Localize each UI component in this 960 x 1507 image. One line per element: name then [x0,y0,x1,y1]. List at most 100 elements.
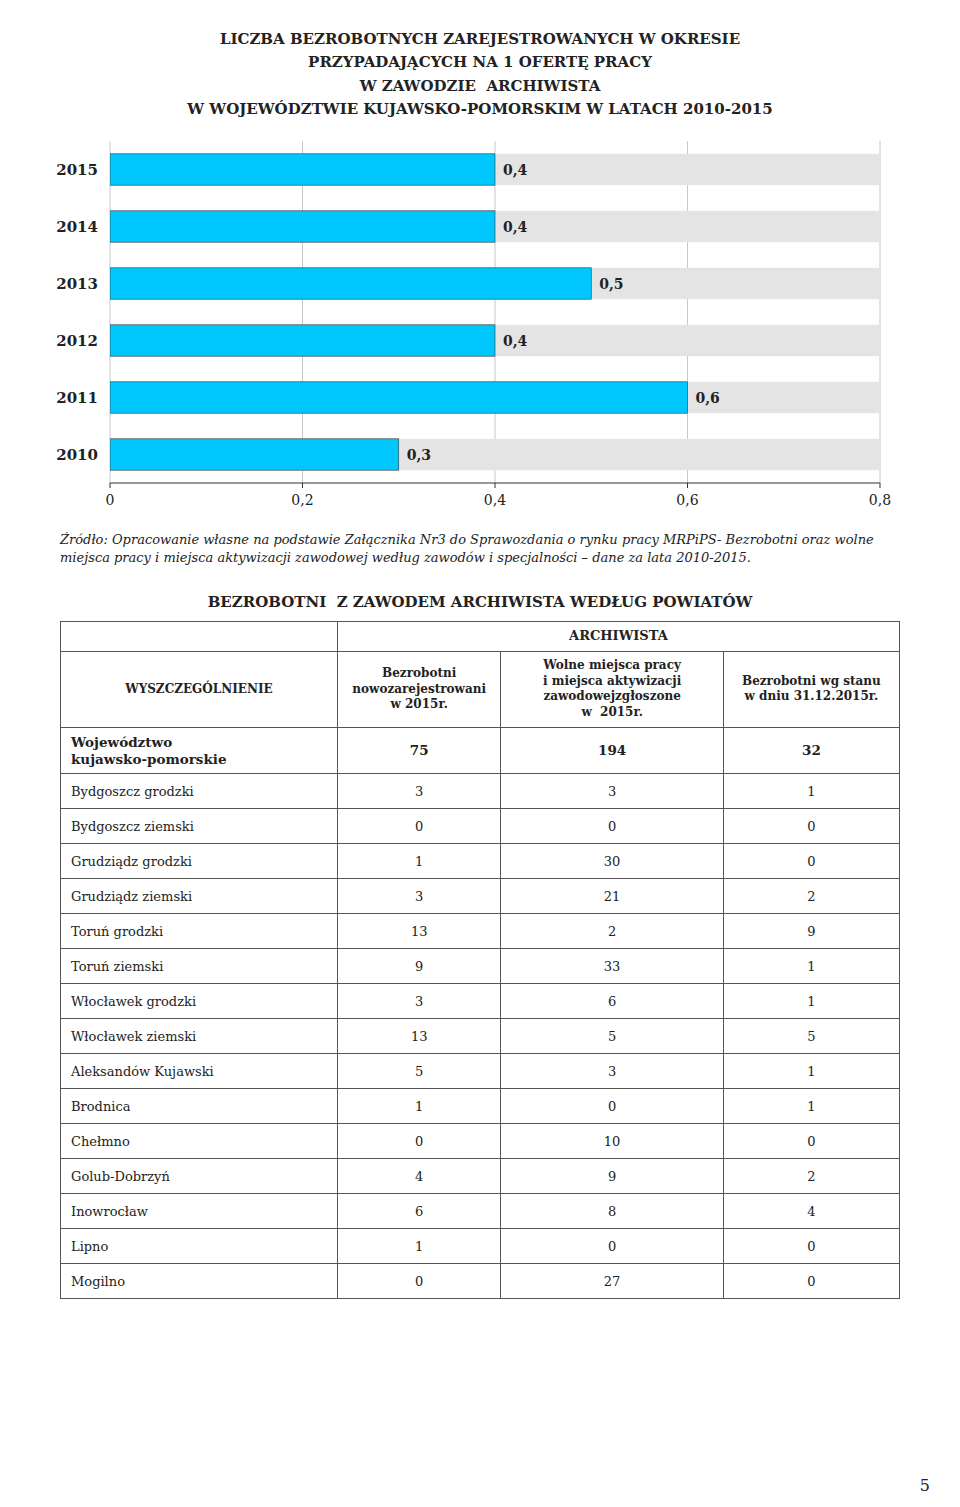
data-labels: 0,4 0,4 0,5 0,4 0,6 0,3 [407,162,720,463]
table-cell: 2 [501,914,723,949]
table-cell: 5 [501,1019,723,1054]
bar-track [110,211,880,242]
table-cell: 3 [337,879,501,914]
table-cell: 4 [337,1159,501,1194]
table-cell: 0 [337,1264,501,1299]
table-cell: 194 [501,727,723,774]
x-tick-label: 0,8 [869,492,891,508]
grid-line [687,141,688,483]
table-cell: 0 [723,1229,899,1264]
table-column-header: WYSZCZEGÓLNIENIE [61,652,338,727]
table-column-header: Bezrobotni nowozarejestrowani w 2015r. [337,652,501,727]
table-cell: Lipno [61,1229,338,1264]
table-row: Włocławek grodzki361 [61,984,900,1019]
bar-track [110,154,880,185]
table-title: BEZROBOTNI Z ZAWODEM ARCHIWISTA WEDŁUG P… [60,593,900,611]
table-cell: 0 [723,1264,899,1299]
table-cell: Bydgoszcz ziemski [61,809,338,844]
table-cell: 6 [337,1194,501,1229]
table-cell: 30 [501,844,723,879]
grid-line [302,141,303,483]
y-tick-label: 2015 [56,161,98,179]
table-cell: 0 [723,1124,899,1159]
grid-line [110,141,111,483]
table-cell: 5 [723,1019,899,1054]
table-cell: 1 [723,1054,899,1089]
x-tick [302,483,303,488]
table-cell: Toruń ziemski [61,949,338,984]
grid-line [880,141,881,483]
table-cell: 0 [723,844,899,879]
bar [110,382,688,413]
table-cell: 9 [337,949,501,984]
table-cell: 1 [337,1229,501,1264]
bar-track [110,325,880,356]
table-row: Włocławek ziemski1355 [61,1019,900,1054]
table-cell: Brodnica [61,1089,338,1124]
table-cell: 0 [501,1089,723,1124]
bar-chart: 0,40,40,50,40,60,32015201420132012201120… [0,127,960,527]
title: LICZBA BEZROBOTNYCH ZAREJESTROWANYCH W O… [60,28,900,121]
bar-track [110,268,880,299]
bar [110,211,495,242]
table-cell: 9 [723,914,899,949]
x-tick-label: 0,2 [291,492,313,508]
table-cell: 13 [337,914,501,949]
table-cell: 75 [337,727,501,774]
table-cell: 21 [501,879,723,914]
table-cell: 1 [723,774,899,809]
table-cell: 0 [501,1229,723,1264]
x-tick-label: 0,4 [484,492,506,508]
data-label: 0,3 [407,447,431,463]
data-label: 0,4 [503,333,528,349]
table-cell: 6 [501,984,723,1019]
table-cell: 2 [723,1159,899,1194]
table-wrapper: ARCHIWISTAWYSZCZEGÓLNIENIEBezrobotni now… [60,621,900,1299]
table-row: Grudziądz ziemski3212 [61,879,900,914]
table-cell: 0 [337,809,501,844]
table-column-header: Bezrobotni wg stanu w dniu 31.12.2015r. [723,652,899,727]
grid-line [495,141,496,483]
data-label: 0,5 [599,276,623,292]
table-cell: 5 [337,1054,501,1089]
table-cell: 27 [501,1264,723,1299]
x-tick [880,483,881,488]
table-cell: 1 [723,1089,899,1124]
table-cell: 9 [501,1159,723,1194]
grid [110,141,880,483]
table-row: Brodnica101 [61,1089,900,1124]
table-group-row: ARCHIWISTA [61,622,900,652]
table-cell: 1 [723,984,899,1019]
table-cell: Aleksandów Kujawski [61,1054,338,1089]
y-tick-label: 2011 [56,389,98,407]
page-number: 5 [920,1476,930,1495]
x-tick-label: 0,6 [676,492,698,508]
table-cell: 8 [501,1194,723,1229]
table-row: Bydgoszcz grodzki331 [61,774,900,809]
table-cell: Grudziądz ziemski [61,879,338,914]
table-cell: 0 [501,809,723,844]
table-row: Chełmno0100 [61,1124,900,1159]
table-cell: Włocławek ziemski [61,1019,338,1054]
table-cell: 1 [723,949,899,984]
table-header-row: WYSZCZEGÓLNIENIEBezrobotni nowozarejestr… [61,652,900,727]
table-cell: 4 [723,1194,899,1229]
table-cell: 0 [337,1124,501,1159]
bar-track [110,439,880,470]
y-tick-label: 2010 [56,446,98,464]
bars [110,154,880,470]
table: ARCHIWISTAWYSZCZEGÓLNIENIEBezrobotni now… [60,621,900,1299]
table-row: Toruń grodzki1329 [61,914,900,949]
table-cell: Grudziądz grodzki [61,844,338,879]
y-tick-label: 2012 [56,332,98,350]
data-label: 0,4 [503,162,528,178]
data-label: 0,6 [696,390,720,406]
bar-track [110,382,880,413]
y-axis: 201520142013201220112010 [56,161,98,464]
data-label: 0,4 [503,219,528,235]
table-cell: Golub-Dobrzyń [61,1159,338,1194]
table-cell: Chełmno [61,1124,338,1159]
table-cell: 3 [501,774,723,809]
table-cell: 32 [723,727,899,774]
table-row: Inowrocław684 [61,1194,900,1229]
